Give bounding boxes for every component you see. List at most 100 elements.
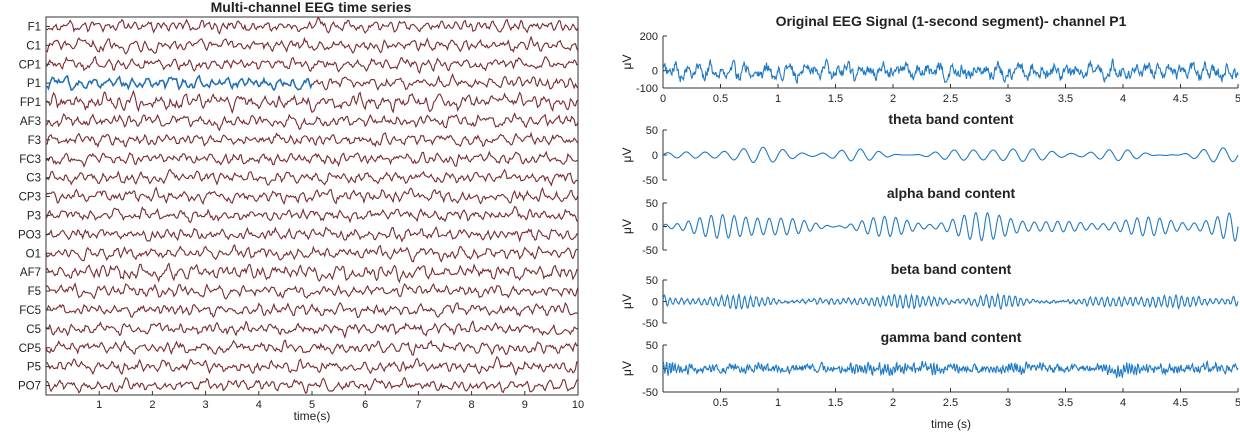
beta-signal-line: [662, 292, 1239, 311]
beta-y-axis-label: μV: [620, 294, 634, 309]
trace-CP3: [45, 186, 579, 205]
alpha-subplot: 50 0 -50 μV: [620, 198, 1239, 257]
gamma-y-tick-label: -50: [642, 387, 658, 399]
trace-F1: [45, 16, 579, 35]
alpha-title: alpha band content: [887, 185, 1016, 201]
channel-label-CP3: CP3: [19, 192, 41, 204]
gamma-title: gamma band content: [881, 329, 1022, 345]
theta-subplot: 50 0 -50 μV: [620, 125, 1239, 187]
left-x-tick-label: 8: [469, 399, 475, 411]
alpha-y-axis-label: μV: [620, 219, 634, 234]
original-y-tick-label: 0: [652, 66, 658, 78]
trace-C1: [45, 35, 579, 55]
channel-label-C3: C3: [26, 173, 41, 185]
channel-label-AF3: AF3: [20, 116, 41, 128]
channel-label-F5: F5: [28, 286, 41, 298]
trace-C5: [45, 319, 579, 339]
channel-label-P5: P5: [27, 362, 41, 374]
channel-label-PO7: PO7: [18, 381, 41, 393]
gamma-x-tick-label: 1: [775, 397, 781, 409]
channel-label-FC3: FC3: [19, 154, 41, 166]
multichannel-eeg-panel: Multi-channel EEG time series F1C1CP1P1F…: [18, 0, 584, 423]
original-y-axis-label: μV: [620, 55, 634, 70]
original-x-tick-label: 3: [1005, 93, 1011, 105]
channel-label-F1: F1: [28, 21, 41, 33]
trace-C3: [45, 168, 579, 187]
trace-CP1: [45, 55, 579, 74]
channel-label-FP1: FP1: [20, 97, 41, 109]
original-x-tick-label: 3.5: [1058, 93, 1073, 105]
channel-label-CP5: CP5: [19, 343, 41, 355]
trace-PO3: [45, 226, 579, 243]
gamma-x-tick-label: 0.5: [713, 397, 728, 409]
gamma-x-tick-label: 4: [1120, 397, 1126, 409]
left-x-tick-label: 10: [572, 399, 584, 411]
channel-labels: F1 C1 CP1 P1 FP1 AF3 F3 FC3 C3 CP3 P3 PO3 O1 AF7 F5 FC5…: [18, 21, 50, 393]
channel-label-F3: F3: [28, 135, 41, 147]
original-x-tick-label: 2.5: [943, 93, 958, 105]
theta-y-axis-label: μV: [620, 148, 634, 163]
left-x-tick-label: 4: [256, 399, 262, 411]
left-x-tick-label: 3: [203, 399, 209, 411]
gamma-x-tick-label: 4.5: [1173, 397, 1188, 409]
right-x-axis-label: time (s): [931, 417, 971, 431]
left-x-tick-label: 2: [149, 399, 155, 411]
band-decomposition-panel: Original EEG Signal (1-second segment)- …: [620, 13, 1240, 431]
left-plot-frame: [45, 16, 579, 396]
highlight-trace-P1: [45, 74, 313, 92]
channel-label-P3: P3: [27, 210, 41, 222]
original-signal-title: Original EEG Signal (1-second segment)- …: [776, 13, 1127, 29]
original-x-tick-label: 4: [1120, 93, 1126, 105]
left-x-tick-label: 9: [522, 399, 528, 411]
gamma-x-tick-label: 1.5: [828, 397, 843, 409]
beta-title: beta band content: [891, 261, 1012, 277]
trace-F5: [45, 282, 579, 300]
channel-label-O1: O1: [26, 248, 41, 260]
gamma-x-tick-label: 2: [890, 397, 896, 409]
gamma-y-tick-label: 50: [646, 340, 658, 352]
original-x-tick-label: 4.5: [1173, 93, 1188, 105]
gamma-x-tick-label: 3.5: [1058, 397, 1073, 409]
channel-label-C1: C1: [26, 40, 41, 52]
left-x-tick-label: 6: [362, 399, 368, 411]
left-x-ticks: 1 2 3 4 5 6 7 8 9 10: [96, 391, 584, 411]
theta-y-tick-label: -50: [642, 175, 658, 187]
gamma-signal-line: [662, 360, 1239, 379]
original-x-tick-label: 5: [1235, 93, 1240, 105]
trace-FP1: [45, 89, 579, 115]
trace-AF3: [45, 112, 579, 132]
gamma-subplot: 50 0 -50 μV 0.5 1 1.5 2 2.5 3 3.5 4 4.5 5: [620, 340, 1240, 409]
original-x-tick-label: 0.5: [713, 93, 728, 105]
trace-AF7: [45, 262, 579, 284]
trace-FC3: [45, 150, 579, 168]
gamma-x-tick-label: 2.5: [943, 397, 958, 409]
channel-label-FC5: FC5: [19, 305, 41, 317]
beta-y-tick-label: 0: [652, 297, 658, 309]
original-x-tick-label: 1: [775, 93, 781, 105]
trace-PO7: [46, 376, 579, 395]
left-traces: [45, 16, 579, 395]
gamma-y-tick-label: 0: [652, 364, 658, 376]
alpha-y-tick-label: 0: [652, 222, 658, 234]
original-x-tick-label: 2: [890, 93, 896, 105]
original-signal-line: [662, 58, 1239, 84]
trace-FC5: [45, 301, 579, 319]
channel-label-C5: C5: [26, 324, 41, 336]
channel-label-PO3: PO3: [18, 229, 41, 241]
original-y-tick-label: 200: [640, 31, 658, 43]
alpha-y-tick-label: -50: [642, 245, 658, 257]
original-x-tick-label: 0: [660, 93, 666, 105]
theta-title: theta band content: [888, 111, 1014, 127]
trace-F3: [45, 131, 579, 149]
alpha-y-tick-label: 50: [646, 198, 658, 210]
original-y-tick-label: -100: [636, 83, 658, 95]
theta-signal-line: [662, 146, 1239, 163]
beta-y-tick-label: -50: [642, 318, 658, 330]
beta-subplot: 50 0 -50 μV: [620, 275, 1239, 330]
left-x-tick-label: 5: [309, 399, 315, 411]
trace-O1: [45, 244, 579, 263]
trace-P5: [45, 355, 579, 377]
channel-label-AF7: AF7: [20, 267, 41, 279]
gamma-x-tick-label: 5: [1235, 397, 1240, 409]
